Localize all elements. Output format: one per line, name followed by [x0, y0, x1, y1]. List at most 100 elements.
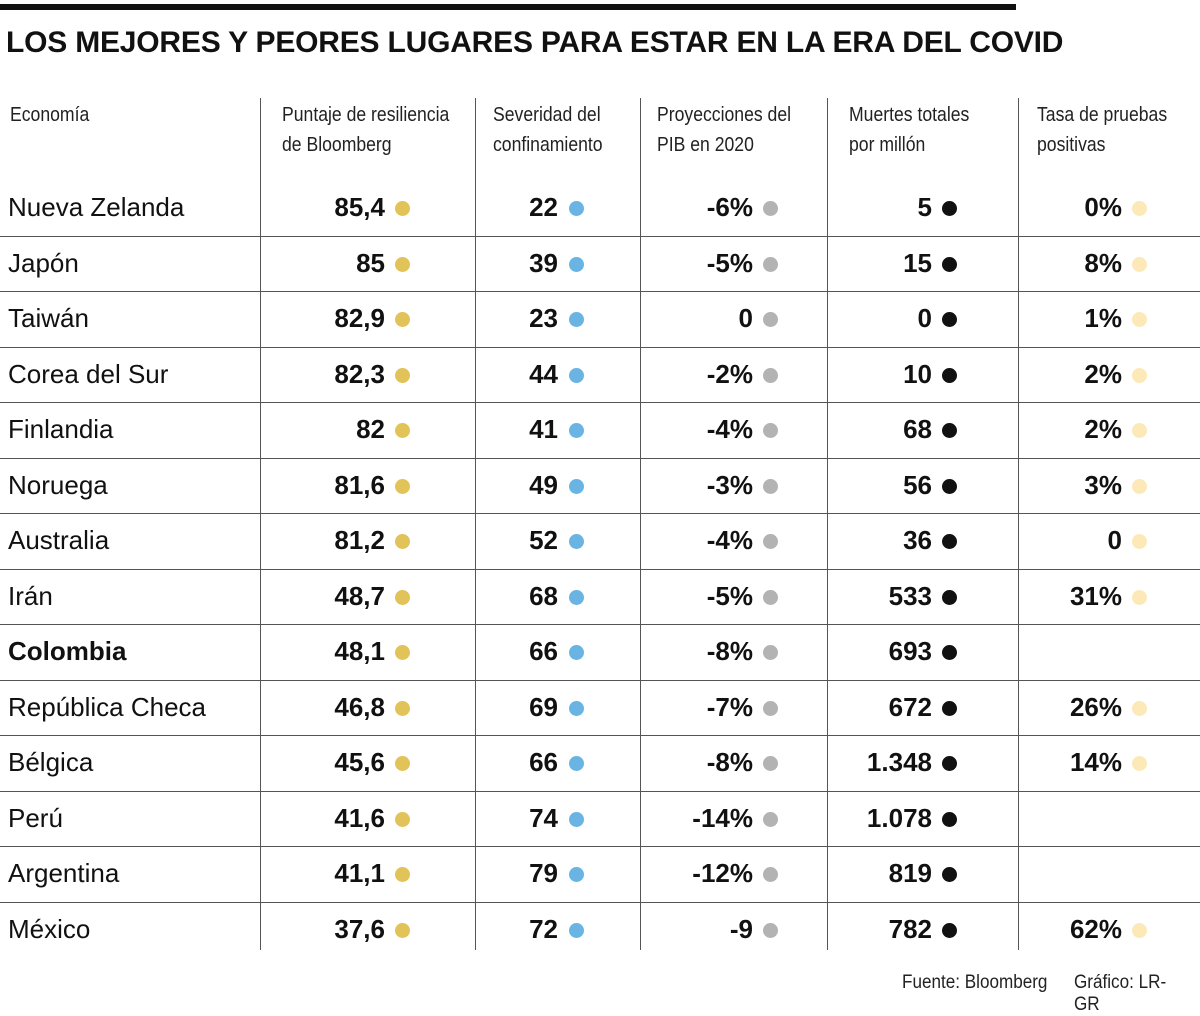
pib-value: -8% — [706, 747, 753, 777]
pruebas-value: 1% — [1084, 303, 1122, 333]
confinamiento-dot-icon — [569, 756, 584, 771]
pruebas-dot-icon — [1132, 478, 1147, 494]
header-pib-line1: Proyecciones del — [657, 104, 792, 126]
confinamiento-value: 68 — [529, 580, 558, 611]
resiliencia-value: 82,9 — [334, 303, 385, 333]
resiliencia-value: 82 — [356, 414, 385, 444]
muertes-dot-icon — [942, 256, 957, 272]
resiliencia-value: 81,6 — [334, 469, 385, 500]
resiliencia-dot-icon — [395, 700, 410, 716]
confinamiento-value: 52 — [529, 525, 558, 555]
page-title: LOS MEJORES Y PEORES LUGARES PARA ESTAR … — [6, 26, 1064, 59]
muertes-dot-icon — [942, 312, 957, 327]
pruebas-value: 3% — [1084, 469, 1122, 500]
confinamiento-dot-icon — [569, 589, 584, 605]
pib-dot-icon — [763, 811, 778, 827]
resiliencia-dot-icon — [395, 645, 410, 660]
pib-dot-icon — [763, 312, 778, 327]
pruebas-dot-icon — [1132, 423, 1147, 438]
country-name: Perú — [8, 802, 63, 833]
column-divider — [827, 98, 828, 950]
column-divider — [640, 98, 641, 950]
muertes-value: 819 — [888, 858, 932, 888]
confinamiento-dot-icon — [569, 867, 584, 882]
confinamiento-value: 79 — [529, 858, 558, 888]
resiliencia-value: 85,4 — [334, 192, 385, 222]
muertes-dot-icon — [942, 922, 957, 938]
table-row: Japón 85 39 -5% 15 8% — [0, 236, 1200, 292]
pib-dot-icon — [763, 645, 778, 660]
resiliencia-dot-icon — [395, 312, 410, 327]
table-row: Taiwán 82,9 23 0 0 1% — [0, 291, 1200, 347]
muertes-dot-icon — [942, 756, 957, 771]
row-divider — [0, 679, 1200, 681]
column-divider — [260, 98, 261, 950]
data-table: Nueva Zelanda 85,4 22 -6% 5 0% Japón 85 39 -5% 15 8… — [0, 180, 1200, 957]
header-muertes-line2: por millón — [849, 134, 926, 156]
header-resiliencia-line1: Puntaje de resiliencia — [282, 104, 450, 126]
confinamiento-dot-icon — [569, 423, 584, 438]
resiliencia-value: 48,1 — [334, 636, 385, 666]
confinamiento-dot-icon — [569, 922, 584, 938]
row-divider — [0, 790, 1200, 792]
resiliencia-dot-icon — [395, 811, 410, 827]
pruebas-value: 2% — [1084, 414, 1122, 444]
muertes-value: 56 — [903, 469, 932, 500]
muertes-value: 1.348 — [866, 747, 932, 777]
pib-value: -4% — [706, 525, 753, 555]
pib-dot-icon — [763, 867, 778, 882]
pruebas-dot-icon — [1132, 700, 1147, 716]
muertes-dot-icon — [942, 367, 957, 383]
pib-value: -4% — [706, 414, 753, 444]
country-name: México — [8, 913, 91, 944]
confinamiento-dot-icon — [569, 312, 584, 327]
header-confinamiento-line2: confinamiento — [493, 134, 603, 156]
table-row: Argentina 41,1 79 -12% 819 — [0, 846, 1200, 902]
country-name: Finlandia — [8, 414, 114, 444]
confinamiento-dot-icon — [569, 256, 584, 272]
pib-value: -5% — [706, 580, 753, 611]
table-row: Perú 41,6 74 -14% 1.078 — [0, 791, 1200, 847]
row-divider — [0, 513, 1200, 514]
resiliencia-dot-icon — [395, 201, 410, 216]
pruebas-value: 0 — [1107, 525, 1122, 555]
confinamiento-value: 66 — [529, 747, 558, 777]
row-divider — [0, 901, 1200, 903]
resiliencia-value: 85 — [356, 247, 385, 278]
muertes-value: 533 — [888, 580, 932, 611]
resiliencia-dot-icon — [395, 756, 410, 771]
source-note: Fuente: Bloomberg — [902, 972, 1048, 993]
confinamiento-value: 44 — [529, 358, 558, 389]
resiliencia-value: 37,6 — [334, 913, 385, 944]
resiliencia-dot-icon — [395, 478, 410, 494]
header-muertes-line1: Muertes totales — [849, 104, 970, 126]
pruebas-dot-icon — [1132, 201, 1147, 216]
country-name: Australia — [8, 525, 110, 555]
pib-value: -2% — [706, 358, 753, 389]
resiliencia-dot-icon — [395, 867, 410, 882]
country-name: Japón — [8, 247, 79, 278]
muertes-value: 1.078 — [866, 802, 932, 833]
muertes-dot-icon — [942, 478, 957, 494]
header-economia: Economía — [10, 100, 89, 130]
pib-value: -14% — [692, 802, 753, 833]
header-muertes: Muertes totales por millón — [849, 100, 969, 160]
confinamiento-value: 69 — [529, 691, 558, 722]
pruebas-dot-icon — [1132, 312, 1147, 327]
muertes-dot-icon — [942, 589, 957, 605]
table-row: República Checa 46,8 69 -7% 672 26% — [0, 680, 1200, 736]
resiliencia-value: 48,7 — [334, 580, 385, 611]
row-divider — [0, 846, 1200, 847]
column-divider — [1018, 98, 1019, 950]
pruebas-value: 31% — [1069, 580, 1122, 611]
country-name: Colombia — [8, 636, 127, 666]
muertes-value: 68 — [903, 414, 932, 444]
table-row: México 37,6 72 -9 782 62% — [0, 902, 1200, 958]
row-divider — [0, 735, 1200, 736]
resiliencia-dot-icon — [395, 534, 410, 549]
header-resiliencia: Puntaje de resiliencia de Bloomberg — [282, 100, 449, 160]
table-row: Corea del Sur 82,3 44 -2% 10 2% — [0, 347, 1200, 403]
pruebas-dot-icon — [1132, 589, 1147, 605]
header-confinamiento: Severidad del confinamiento — [493, 100, 603, 160]
confinamiento-value: 23 — [529, 303, 558, 333]
